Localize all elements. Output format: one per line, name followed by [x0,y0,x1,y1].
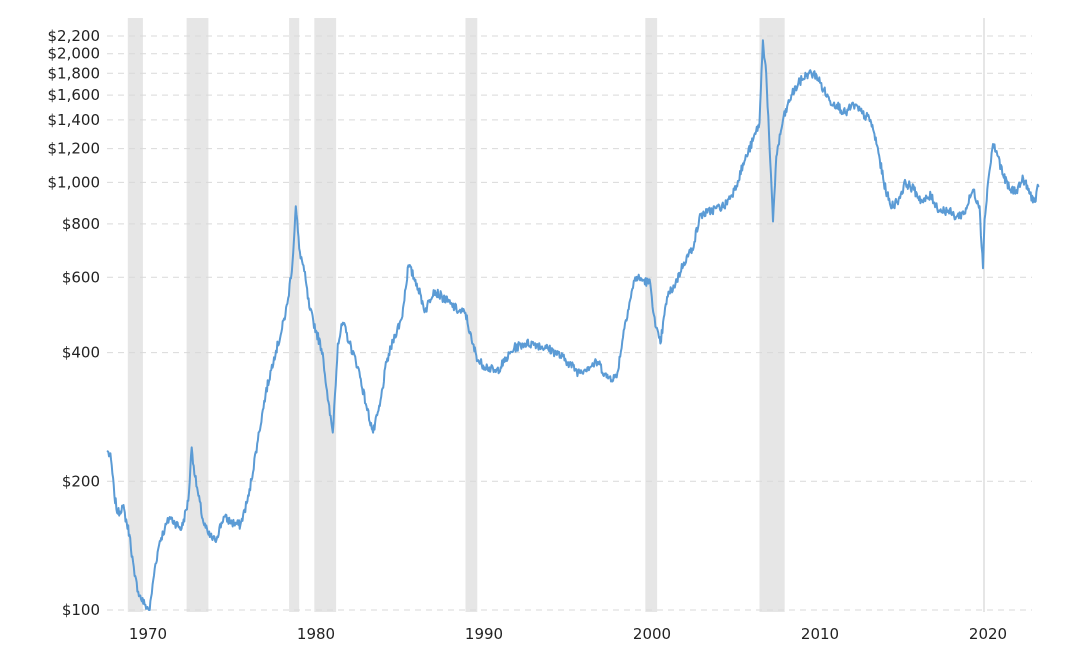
x-tick-label-1970: 1970 [129,625,167,643]
y-axis-tick-labels: $100 $200 $400 $600 $800 $1,000 $1,200 $1,400 $1… [48,27,101,619]
gridlines [107,35,1032,611]
x-tick-label-2000: 2000 [633,625,671,643]
y-tick-label-400: $400 [62,344,100,362]
series-line-0 [106,39,1040,611]
y-tick-label-1200: $1,200 [48,140,101,158]
x-tick-label-1980: 1980 [297,625,335,643]
shaded-period-7 [983,18,985,612]
shaded-period-4 [465,18,478,612]
shaded-period-6 [759,18,785,612]
y-tick-label-200: $200 [62,472,100,490]
y-tick-label-600: $600 [62,268,100,286]
x-axis-tick-labels: 1970 1980 1990 2000 2010 2020 [129,625,1007,643]
y-tick-label-2200: $2,200 [48,27,101,45]
shaded-period-2 [289,18,300,612]
x-tick-label-2020: 2020 [969,625,1007,643]
shaded-periods [127,18,985,612]
y-tick-label-1800: $1,800 [48,64,101,82]
shaded-period-5 [645,18,658,612]
x-tick-label-2010: 2010 [801,625,839,643]
shaded-period-3 [314,18,337,612]
x-tick-label-1990: 1990 [465,625,503,643]
y-tick-label-1400: $1,400 [48,111,101,129]
shaded-period-0 [127,18,143,612]
y-tick-label-100: $100 [62,601,100,619]
y-tick-label-1000: $1,000 [48,173,101,191]
y-tick-label-2000: $2,000 [48,45,101,63]
series-layer [106,39,1040,611]
y-tick-label-1600: $1,600 [48,86,101,104]
y-tick-label-800: $800 [62,215,100,233]
